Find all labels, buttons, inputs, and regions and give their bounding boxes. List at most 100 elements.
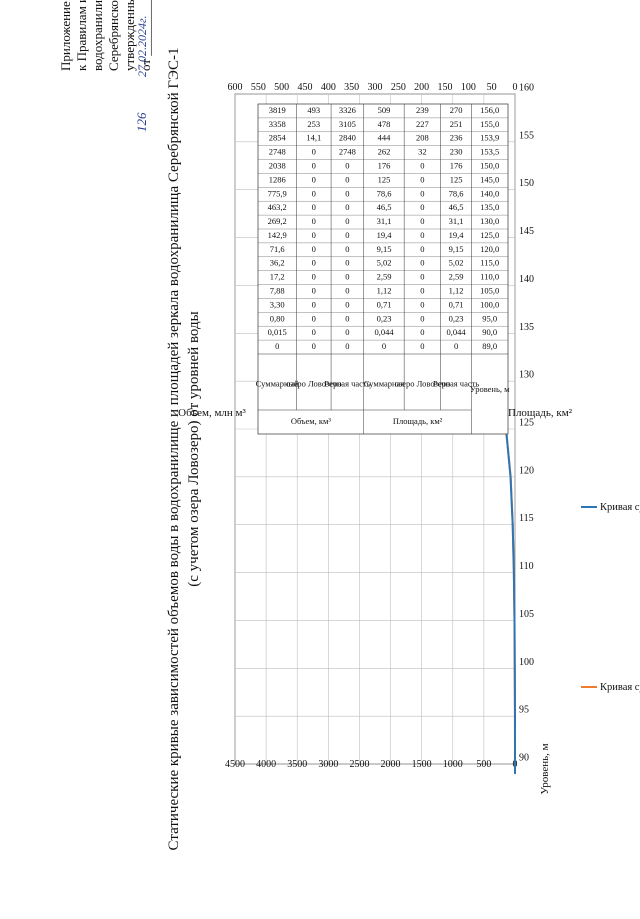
table-cell: 3819 bbox=[269, 105, 286, 115]
x-bottom-axis-ticks: 0 50 100 150 200 250 300 350 400 450 500 550 600 bbox=[228, 82, 518, 93]
series-point-volume bbox=[514, 763, 516, 765]
table-cell: 509 bbox=[378, 105, 391, 115]
table-cell: 7,88 bbox=[270, 285, 285, 295]
table-cell: 31,1 bbox=[449, 216, 464, 226]
table-cell: 444 bbox=[378, 133, 392, 143]
table-cell: 0 bbox=[275, 341, 279, 351]
table-cell: 156,0 bbox=[480, 105, 499, 115]
table-cell: 236 bbox=[450, 133, 463, 143]
table-cell: 227 bbox=[416, 119, 429, 129]
series-point-volume bbox=[513, 619, 516, 621]
chart-title: Статические кривые зависимостей объемов … bbox=[166, 48, 202, 851]
y-axis-ticks: 90 95 100 105 110 115 120 125 130 135 140 145 150 155… bbox=[519, 83, 534, 764]
table-cell: 0,044 bbox=[374, 327, 394, 337]
x-bottom-tick-label: 350 bbox=[344, 82, 359, 93]
table-cell: 2748 bbox=[339, 147, 356, 157]
table-cell: 2840 bbox=[339, 133, 356, 143]
series-point-volume bbox=[514, 773, 516, 775]
table-cell: 0 bbox=[420, 216, 424, 226]
table-cell: 0 bbox=[420, 299, 424, 309]
x-top-tick-label: 2500 bbox=[349, 759, 369, 770]
table-cell: 3,30 bbox=[270, 299, 285, 309]
table-cell: 0 bbox=[312, 313, 316, 323]
table-cell: 46,5 bbox=[377, 202, 392, 212]
table-cell: 31,1 bbox=[377, 216, 392, 226]
table-cell: 0 bbox=[312, 299, 316, 309]
table-cell: 230 bbox=[450, 147, 463, 157]
table-cell: 0 bbox=[312, 258, 316, 268]
chart-area: 90 95 100 105 110 115 120 125 130 135 140 145 150 155… bbox=[178, 82, 640, 795]
table-cell: 775,9 bbox=[268, 188, 287, 198]
handwritten-date: 27.02.2024г. bbox=[135, 15, 149, 77]
table-cell: 95,0 bbox=[482, 313, 497, 323]
legend-label-area: Кривая суммарной площади bbox=[600, 682, 640, 693]
series-point-volume bbox=[513, 572, 515, 574]
table-cell: 0 bbox=[420, 341, 424, 351]
table-cell: 208 bbox=[416, 133, 429, 143]
table-header-river-vol: Речная часть bbox=[324, 378, 370, 388]
table-cell: 239 bbox=[416, 105, 429, 115]
table-cell: 0 bbox=[312, 202, 316, 212]
table-frame bbox=[257, 103, 509, 435]
table-cell: 0 bbox=[345, 299, 349, 309]
table-cell: 0 bbox=[312, 244, 316, 254]
table-header-total-area: Суммарная bbox=[364, 378, 405, 388]
table-cell: 0 bbox=[420, 202, 424, 212]
table-header-lake: озеро Ловозеро bbox=[395, 378, 451, 388]
x-top-tick-label: 3500 bbox=[287, 759, 307, 770]
table-cell: 153,5 bbox=[480, 147, 499, 157]
x-bottom-tick-label: 0 bbox=[513, 82, 518, 93]
table-cell: 0,015 bbox=[268, 327, 287, 337]
table-cell: 125 bbox=[450, 174, 463, 184]
x-bottom-tick-label: 100 bbox=[461, 82, 476, 93]
table-cell: 46,5 bbox=[449, 202, 464, 212]
table-cell: 0 bbox=[420, 313, 424, 323]
table-cell: 270 bbox=[450, 105, 463, 115]
table-cell: 135,0 bbox=[480, 202, 499, 212]
chart-title-line-1: Статические кривые зависимостей объемов … bbox=[166, 48, 182, 851]
table-header-area-group: Площадь, км² bbox=[393, 416, 443, 426]
table-cell: 3326 bbox=[339, 105, 356, 115]
table-cell: 115,0 bbox=[480, 258, 499, 268]
table-cell: 0 bbox=[312, 341, 316, 351]
y-axis-label: Уровень, м bbox=[539, 743, 551, 794]
table-cell: 0 bbox=[420, 174, 424, 184]
table-cell: 176 bbox=[450, 160, 463, 170]
table-cell: 145,0 bbox=[480, 174, 499, 184]
table-cell: 0 bbox=[345, 202, 349, 212]
header-line-1: Приложение № 12 bbox=[58, 0, 73, 71]
table-cell: 0 bbox=[345, 313, 349, 323]
chart-title-line-2: (с учетом озера Ловозеро) от уровней вод… bbox=[186, 311, 202, 586]
table-cell: 9,15 bbox=[377, 244, 392, 254]
header-line-4: Серебрянской ГЭС-2, bbox=[106, 0, 121, 71]
table-cell: 0,71 bbox=[449, 299, 464, 309]
table-cell: 5,02 bbox=[449, 258, 464, 268]
table-cell: 0 bbox=[345, 327, 349, 337]
table-cell: 0 bbox=[345, 244, 349, 254]
series-point-volume bbox=[514, 667, 516, 669]
series-point-volume bbox=[512, 524, 514, 526]
series-point-volume bbox=[509, 476, 512, 478]
table-cell: 140,0 bbox=[480, 188, 499, 198]
table-cell: 150,0 bbox=[480, 160, 499, 170]
table-cell: 0 bbox=[345, 216, 349, 226]
table-cell: 0,23 bbox=[449, 313, 464, 323]
y-tick-label: 110 bbox=[519, 561, 534, 572]
table-cell: 0 bbox=[312, 188, 316, 198]
table-cell: 32 bbox=[418, 147, 427, 157]
x-top-tick-label: 3000 bbox=[318, 759, 338, 770]
table-header-river: Речная часть bbox=[433, 378, 479, 388]
table-cell: 2,59 bbox=[377, 272, 392, 282]
table-header-volume-group: Объем, км³ bbox=[291, 416, 332, 426]
table-cell: 110,0 bbox=[480, 272, 499, 282]
x-bottom-tick-label: 200 bbox=[414, 82, 429, 93]
header-line-6: от _________ № _____ bbox=[138, 0, 153, 71]
table-cell: 1,12 bbox=[377, 285, 392, 295]
table-cell: 19,4 bbox=[377, 230, 393, 240]
table-cell: 0 bbox=[382, 341, 386, 351]
table-header-level: Уровень, м bbox=[470, 384, 510, 394]
table-cell: 90,0 bbox=[482, 327, 497, 337]
table-cell: 0 bbox=[312, 285, 316, 295]
x-bottom-tick-label: 250 bbox=[391, 82, 406, 93]
